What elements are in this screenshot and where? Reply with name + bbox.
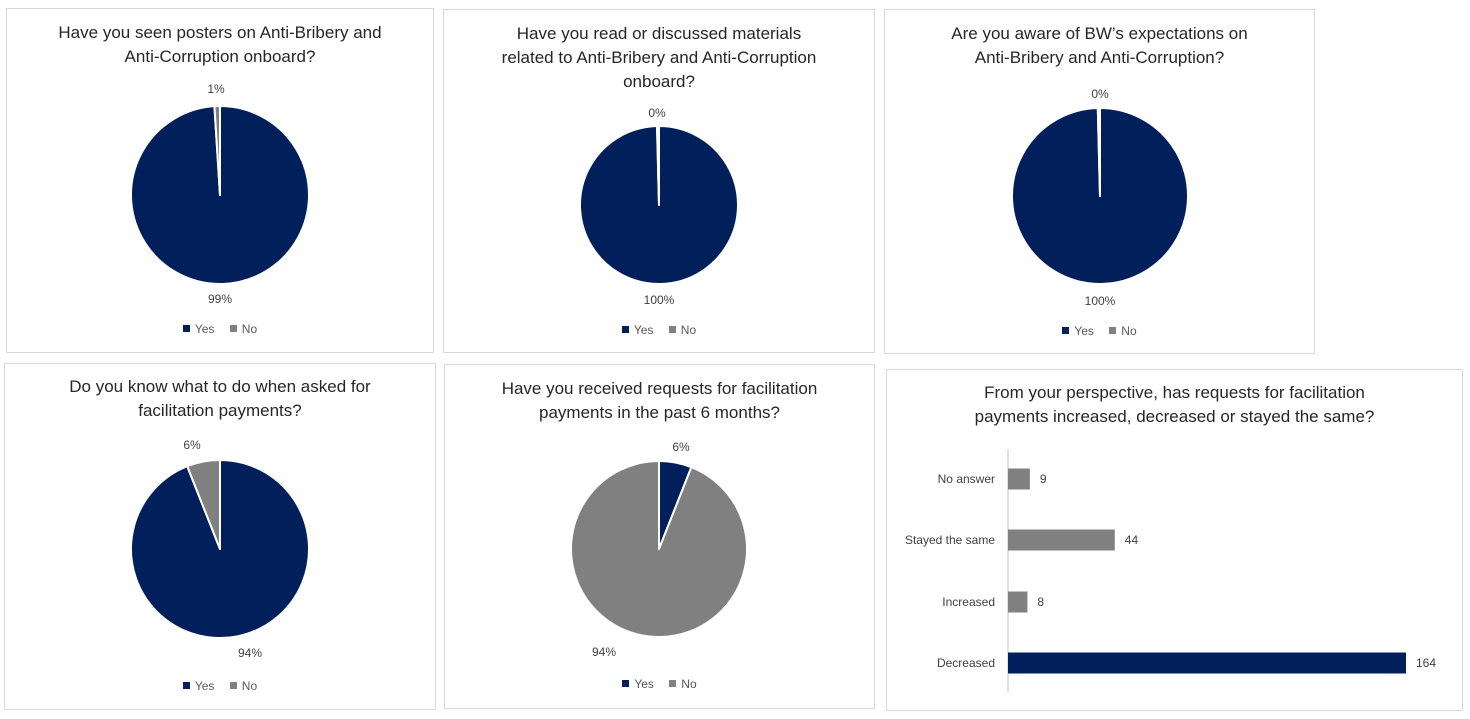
legend-item-no: No [229, 679, 258, 693]
bar-stayed-the-same [1008, 529, 1115, 551]
chart-title: Have you read or discussed materials rel… [444, 22, 874, 94]
data-label-no: 0% [648, 106, 666, 120]
legend-item-no: No [229, 322, 258, 336]
bar-value-label: 9 [1040, 472, 1047, 486]
chart-legend: Yes No [445, 677, 874, 691]
chart-panel-posters: Have you seen posters on Anti-Bribery an… [6, 8, 434, 353]
legend-item-no: No [668, 323, 697, 337]
chart-title-line: Anti-Bribery and Anti-Corruption? [974, 48, 1225, 67]
legend-label: Yes [194, 322, 215, 336]
legend-label: Yes [633, 323, 654, 337]
legend-item-yes: Yes [182, 679, 215, 693]
data-label-yes: 94% [238, 646, 262, 660]
pie-slice-no [213, 105, 221, 196]
chart-title-line: Do you know what to do when asked for [69, 377, 371, 396]
chart-panel-trend: From your perspective, has requests for … [886, 369, 1463, 711]
pie-chart: 6% 94% [570, 440, 748, 659]
data-label-yes: 99% [208, 292, 232, 306]
category-label: Decreased [937, 656, 995, 670]
pie-chart: 100% 0% [579, 106, 739, 307]
legend-item-yes: Yes [182, 322, 215, 336]
chart-panel-materials: Have you read or discussed materials rel… [443, 9, 875, 353]
chart-title: Have you received requests for facilitat… [445, 377, 874, 425]
pie-chart: 100% 0% [1011, 87, 1189, 308]
chart-title-line: related to Anti-Bribery and Anti-Corrupt… [501, 48, 817, 67]
data-label-yes: 100% [644, 293, 675, 307]
legend-swatch-no [229, 682, 237, 689]
pie-slice-no [656, 125, 660, 206]
pie-slice-no [570, 460, 748, 638]
legend-label: No [241, 322, 258, 336]
legend-label: Yes [634, 677, 654, 691]
data-label-no: 0% [1091, 87, 1109, 101]
legend-label: No [680, 323, 697, 337]
category-label: Increased [942, 595, 995, 609]
chart-legend: Yes No [444, 323, 874, 337]
legend-label: Yes [1074, 324, 1094, 338]
chart-title-line: payments increased, decreased or stayed … [974, 407, 1375, 426]
data-label-yes: 6% [672, 440, 690, 454]
bar-value-label: 44 [1125, 533, 1139, 547]
chart-title-line: From your perspective, has requests for … [984, 383, 1365, 402]
legend-item-no: No [669, 677, 697, 691]
chart-title-line: Anti-Corruption onboard? [124, 47, 316, 66]
data-label-no: 1% [207, 82, 225, 96]
legend-swatch-yes [1062, 327, 1070, 334]
chart-title-line: facilitation payments? [138, 401, 302, 420]
legend-swatch-no [1109, 327, 1117, 334]
pie-slice-no [1096, 107, 1101, 197]
bar-value-label: 164 [1416, 656, 1436, 670]
bar-no-answer [1008, 468, 1030, 490]
data-label-yes: 100% [1085, 294, 1116, 308]
legend-swatch-no [668, 326, 676, 333]
legend-swatch-yes [622, 680, 630, 687]
chart-legend: Yes No [5, 679, 435, 693]
data-label-no: 6% [183, 438, 201, 452]
data-label-no: 94% [592, 645, 616, 659]
category-label: Stayed the same [905, 533, 995, 547]
chart-panel-expectations: Are you aware of BW’s expectations on An… [884, 9, 1315, 354]
chart-title: Do you know what to do when asked for fa… [5, 375, 435, 423]
legend-swatch-no [669, 680, 677, 687]
legend-label: No [1121, 324, 1137, 338]
bar-chart: No answer 9 Stayed the same 44 Increased 8 Dec… [905, 449, 1436, 692]
legend-swatch-no [229, 325, 237, 332]
bar-value-label: 8 [1037, 595, 1044, 609]
chart-title-line: onboard? [623, 72, 695, 91]
legend-swatch-yes [182, 325, 190, 332]
pie-chart: 99% 1% [130, 82, 310, 306]
chart-title: Are you aware of BW’s expectations on An… [885, 22, 1314, 70]
chart-panel-know-what-to-do: Do you know what to do when asked for fa… [4, 363, 436, 710]
bar-decreased [1008, 652, 1406, 674]
category-label: No answer [938, 472, 995, 486]
chart-legend: Yes No [885, 324, 1314, 338]
legend-label: Yes [194, 679, 215, 693]
legend-label: No [241, 679, 258, 693]
legend-item-yes: Yes [621, 323, 654, 337]
pie-slice-no [186, 459, 221, 550]
legend-label: No [681, 677, 697, 691]
chart-title-line: payments in the past 6 months? [539, 403, 780, 422]
chart-title-line: Have you received requests for facilitat… [501, 379, 818, 398]
chart-title-line: Have you read or discussed materials [516, 24, 802, 43]
chart-title: Have you seen posters on Anti-Bribery an… [7, 21, 433, 69]
pie-chart: 94% 6% [130, 438, 310, 660]
chart-title-line: Are you aware of BW’s expectations on [951, 24, 1248, 43]
legend-swatch-yes [621, 326, 629, 333]
chart-legend: Yes No [7, 322, 433, 336]
legend-item-yes: Yes [1062, 324, 1094, 338]
bar-increased [1008, 591, 1028, 613]
chart-panel-received-requests: Have you received requests for facilitat… [444, 364, 875, 709]
legend-item-no: No [1109, 324, 1137, 338]
legend-swatch-yes [182, 682, 190, 689]
chart-title: From your perspective, has requests for … [887, 381, 1462, 429]
chart-title-line: Have you seen posters on Anti-Bribery an… [58, 23, 382, 42]
legend-item-yes: Yes [622, 677, 654, 691]
